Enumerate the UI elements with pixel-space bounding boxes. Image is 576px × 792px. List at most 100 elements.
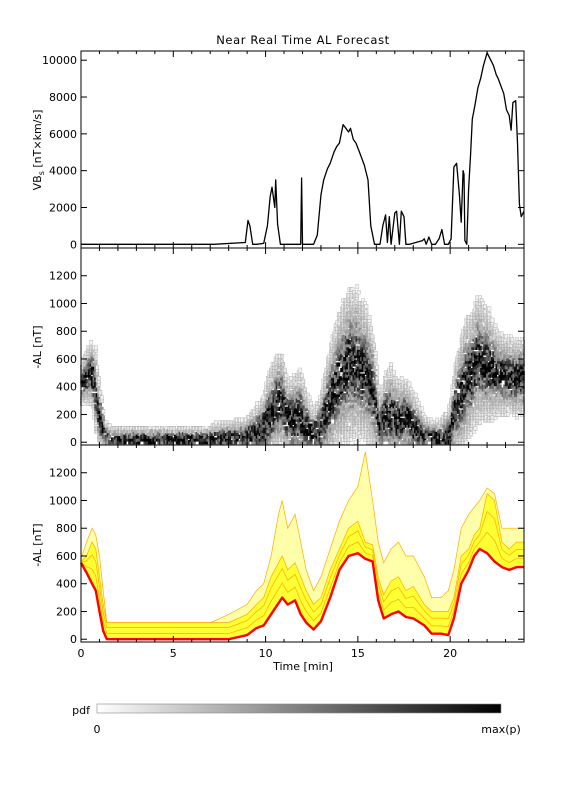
pdf-cell bbox=[484, 343, 488, 348]
pdf-cell bbox=[267, 412, 272, 417]
pdf-cell bbox=[294, 393, 298, 398]
pdf-cell bbox=[366, 340, 370, 345]
pdf-cell bbox=[204, 440, 209, 445]
pdf-cell bbox=[169, 434, 173, 439]
pdf-cell bbox=[303, 401, 307, 406]
pdf-cell bbox=[458, 415, 462, 420]
x-tick-label: 5 bbox=[170, 647, 177, 660]
pdf-cell bbox=[472, 351, 476, 356]
pdf-cell bbox=[458, 379, 462, 384]
pdf-cell bbox=[346, 331, 350, 337]
pdf-cell bbox=[487, 329, 491, 334]
pdf-cell bbox=[392, 431, 396, 436]
pdf-cell bbox=[287, 409, 292, 414]
pdf-cell bbox=[461, 376, 465, 381]
pdf-cell bbox=[423, 437, 427, 442]
pdf-cell bbox=[106, 431, 110, 436]
pdf-cell bbox=[504, 376, 508, 381]
pdf-cell bbox=[306, 440, 310, 445]
pdf-cell bbox=[392, 370, 396, 376]
pdf-cell bbox=[363, 379, 367, 384]
pdf-cell bbox=[286, 429, 290, 434]
pdf-cell bbox=[241, 434, 245, 439]
pdf-cell bbox=[370, 354, 375, 359]
pdf-cell bbox=[469, 401, 473, 406]
pdf-cell bbox=[297, 398, 301, 403]
pdf-cell bbox=[458, 431, 462, 436]
pdf-cell bbox=[432, 440, 436, 445]
pdf-cell bbox=[344, 379, 348, 384]
pdf-cell bbox=[398, 423, 402, 428]
pdf-cell bbox=[409, 423, 413, 428]
pdf-cell bbox=[335, 376, 339, 381]
pdf-cell bbox=[403, 420, 407, 425]
pdf-cell bbox=[509, 348, 513, 353]
pdf-cell bbox=[340, 381, 344, 387]
pdf-cell bbox=[352, 379, 356, 384]
pdf-cell bbox=[177, 434, 181, 439]
al-pdf-ytick-label: 400 bbox=[56, 381, 77, 394]
pdf-cell bbox=[198, 440, 202, 445]
pdf-cell bbox=[323, 423, 327, 428]
pdf-cell bbox=[477, 359, 481, 364]
al-pdf-y-axis-label: -AL [nT] bbox=[31, 325, 44, 368]
pdf-cell bbox=[493, 398, 498, 403]
pdf-cell bbox=[355, 376, 359, 381]
pdf-cell bbox=[412, 415, 416, 420]
pdf-cell bbox=[477, 368, 481, 373]
pdf-cell bbox=[132, 440, 136, 445]
pdf-cell bbox=[97, 404, 101, 409]
pdf-cell bbox=[366, 412, 370, 417]
pdf-cell bbox=[467, 393, 471, 398]
pdf-cell bbox=[394, 415, 398, 420]
pdf-cell bbox=[478, 348, 482, 353]
pdf-cell bbox=[500, 362, 504, 367]
pdf-cell bbox=[350, 387, 355, 392]
pdf-cell bbox=[483, 309, 487, 315]
pdf-cell bbox=[369, 384, 373, 389]
pdf-cell bbox=[323, 401, 327, 406]
pdf-cell bbox=[294, 434, 298, 439]
pdf-cell bbox=[94, 345, 98, 351]
pdf-cell bbox=[354, 315, 358, 320]
al-forecast-ytick-label: 600 bbox=[56, 550, 77, 563]
pdf-cell bbox=[354, 393, 358, 398]
pdf-cell bbox=[252, 420, 256, 425]
pdf-cell bbox=[364, 393, 368, 398]
pdf-cell bbox=[360, 343, 364, 348]
pdf-cell bbox=[521, 370, 525, 375]
pdf-cell bbox=[324, 426, 328, 431]
pdf-cell bbox=[460, 381, 464, 387]
pdf-cell bbox=[257, 420, 261, 425]
pdf-cell bbox=[387, 387, 391, 392]
pdf-cell bbox=[509, 365, 513, 370]
pdf-cell bbox=[506, 406, 510, 412]
pdf-cell bbox=[98, 401, 102, 406]
pdf-cell bbox=[267, 415, 272, 420]
pdf-cell bbox=[475, 323, 479, 328]
pdf-cell bbox=[450, 434, 455, 439]
pdf-cell bbox=[484, 368, 488, 373]
pdf-cell bbox=[287, 412, 292, 417]
pdf-cell bbox=[335, 390, 339, 395]
pdf-cell bbox=[323, 437, 327, 442]
pdf-cell bbox=[518, 379, 522, 384]
pdf-cell bbox=[475, 370, 479, 375]
pdf-cell bbox=[370, 334, 375, 340]
pdf-cell bbox=[178, 440, 182, 445]
pdf-cell bbox=[261, 395, 266, 401]
pdf-cell bbox=[263, 431, 267, 436]
pdf-cell bbox=[247, 434, 252, 439]
pdf-cell bbox=[499, 331, 504, 337]
pdf-cell bbox=[260, 440, 264, 445]
pdf-cell bbox=[478, 365, 482, 370]
pdf-cell bbox=[350, 384, 355, 389]
pdf-cell bbox=[195, 431, 199, 436]
pdf-cell bbox=[178, 431, 182, 436]
pdf-cell bbox=[521, 351, 525, 356]
pdf-cell bbox=[357, 334, 361, 339]
pdf-cell bbox=[387, 417, 391, 423]
pdf-cell bbox=[338, 351, 342, 356]
pdf-cell bbox=[369, 376, 373, 381]
pdf-cell bbox=[354, 381, 358, 387]
